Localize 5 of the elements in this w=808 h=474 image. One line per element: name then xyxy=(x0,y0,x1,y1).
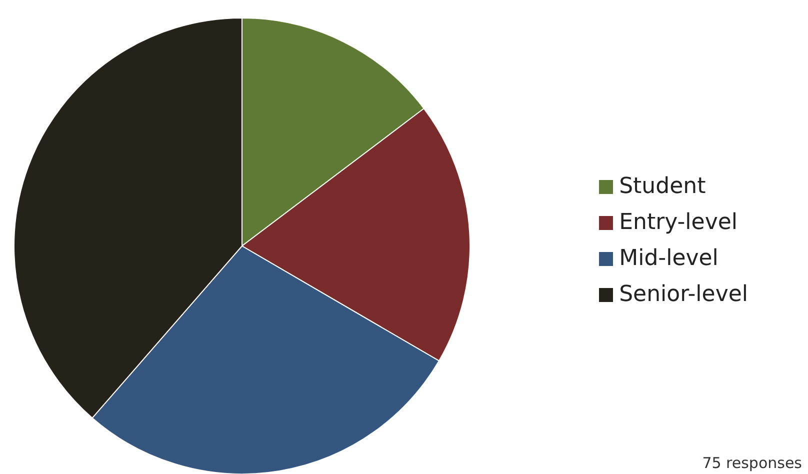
legend-label: Senior-level xyxy=(619,281,748,309)
legend-label: Mid-level xyxy=(619,245,718,273)
legend-label: Entry-level xyxy=(619,209,738,237)
text: 75 responses xyxy=(702,454,802,472)
legend-label: Student xyxy=(619,173,706,201)
